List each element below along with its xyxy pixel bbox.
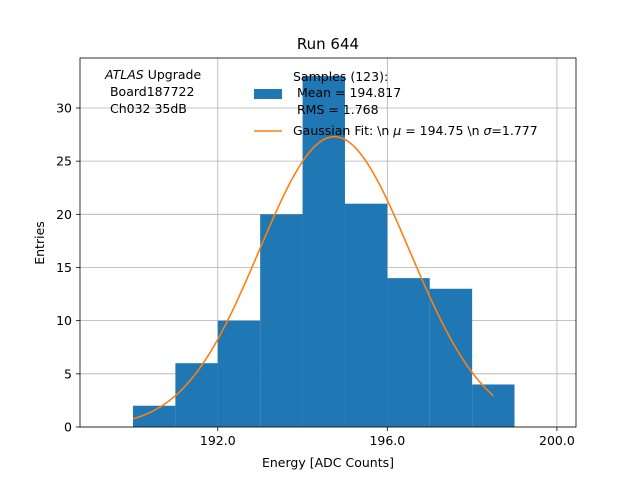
legend: Samples (123): Mean = 194.817 RMS = 1.76… — [254, 69, 538, 138]
annotation-board: Board187722 — [106, 84, 194, 99]
histogram-bar — [260, 214, 303, 427]
annotation-line-1: ATLAS Upgrade — [104, 67, 201, 82]
legend-samples: Samples (123): — [293, 69, 388, 84]
annotation-channel: Ch032 35dB — [106, 101, 187, 116]
x-axis-ticks: 192.0 196.0 200.0 — [200, 427, 575, 448]
legend-rms: RMS = 1.768 — [293, 102, 379, 117]
histogram-bar — [472, 384, 515, 427]
experiment-suffix: Upgrade — [144, 67, 202, 82]
y-tick-label: 25 — [56, 154, 72, 169]
y-tick-label: 5 — [64, 366, 72, 381]
y-tick-label: 30 — [56, 100, 72, 115]
histogram-bar — [175, 363, 218, 427]
gaussian-fit-curve — [132, 135, 494, 420]
y-tick-label: 20 — [56, 207, 72, 222]
x-axis-label: Energy [ADC Counts] — [262, 455, 394, 470]
chart-title: Run 644 — [297, 35, 359, 53]
x-tick-label: 200.0 — [539, 433, 575, 448]
sigma-symbol: σ — [483, 123, 492, 138]
y-tick-label: 0 — [64, 420, 72, 435]
y-tick-label: 10 — [56, 313, 72, 328]
y-axis-ticks: 0 5 10 15 20 25 30 — [56, 100, 80, 435]
legend-histogram-swatch — [254, 89, 282, 99]
y-tick-label: 15 — [56, 260, 72, 275]
histogram-bar — [344, 203, 388, 427]
x-tick-label: 192.0 — [200, 433, 236, 448]
y-axis-label: Entries — [32, 221, 47, 265]
mu-symbol: μ — [392, 123, 401, 138]
plot-frame — [79, 57, 577, 428]
histogram-bar — [302, 76, 345, 427]
histogram-bars — [132, 76, 515, 427]
x-tick-label: 196.0 — [369, 433, 405, 448]
histogram-bar — [132, 405, 176, 427]
experiment-name: ATLAS — [104, 67, 144, 82]
histogram-bar — [387, 278, 430, 427]
legend-mean: Mean = 194.817 — [293, 85, 401, 100]
legend-fit: Gaussian Fit: \n μ = 194.75 \n σ=1.777 — [293, 123, 538, 138]
histogram-bar — [217, 320, 261, 427]
